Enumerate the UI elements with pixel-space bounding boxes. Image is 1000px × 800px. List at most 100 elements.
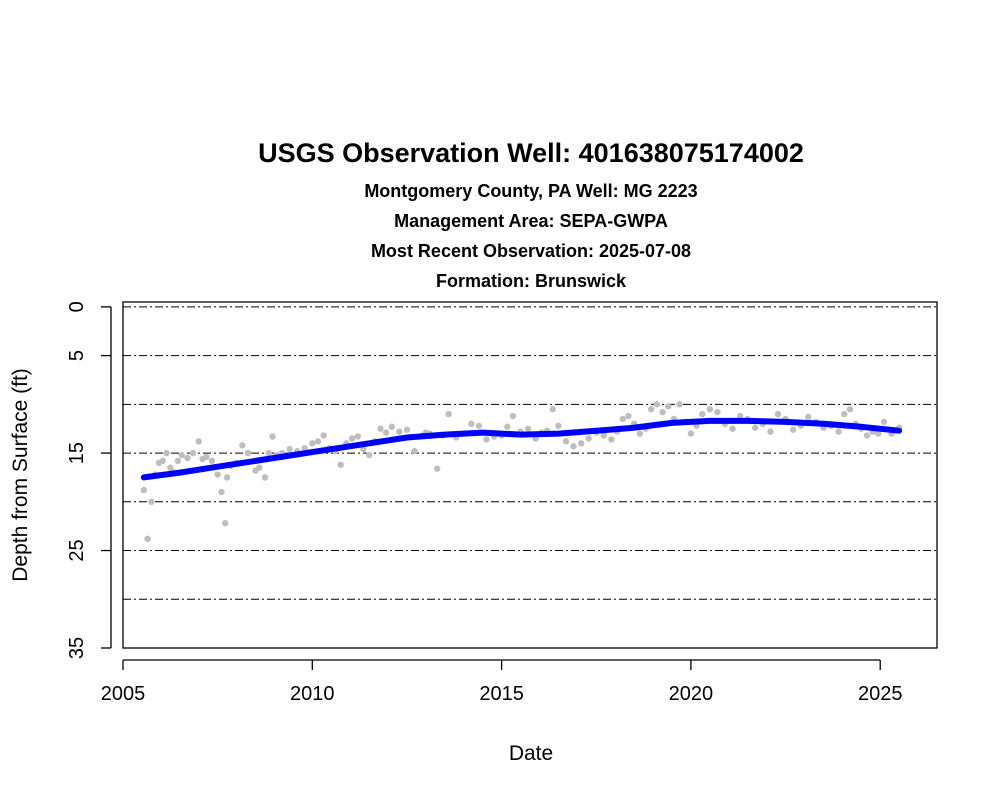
observation-point [636, 430, 643, 437]
observation-point [585, 435, 592, 442]
y-tick-label-35: 35 [66, 637, 88, 659]
observation-point [706, 406, 714, 413]
chart-subtitle-2: Management Area: SEPA-GWPA [394, 211, 668, 231]
observation-point [699, 410, 706, 418]
observation-point [659, 408, 666, 416]
observation-point [434, 465, 441, 472]
observation-point [382, 429, 390, 436]
observation-point [269, 433, 276, 440]
observation-point [256, 464, 263, 471]
observation-point [365, 451, 373, 459]
observation-point [214, 471, 221, 478]
observation-point [608, 436, 615, 443]
plot-frame [122, 301, 938, 649]
observation-point [314, 438, 322, 445]
observation-point [714, 408, 721, 416]
observation-point [555, 422, 562, 429]
observation-point [218, 488, 225, 496]
chart-subtitle-3: Most Recent Observation: 2025-07-08 [371, 241, 691, 261]
observation-point [244, 449, 252, 457]
observation-point [789, 426, 797, 433]
observation-point [835, 428, 842, 435]
observation-point [163, 449, 170, 457]
y-tick-label-25: 25 [66, 539, 88, 561]
observation-point [475, 422, 483, 429]
x-tick-label-2010: 2010 [290, 683, 335, 705]
observation-point [388, 423, 396, 430]
observation-point [880, 418, 888, 426]
observation-point [320, 432, 327, 439]
observation-point [676, 401, 683, 408]
observation-point [140, 486, 148, 494]
observation-point [222, 520, 229, 527]
trend-layer [140, 417, 903, 481]
observation-point [239, 442, 246, 449]
observation-point [774, 410, 782, 418]
observation-point [286, 445, 293, 453]
x-tick-label-2025: 2025 [858, 683, 903, 705]
observation-point [729, 425, 736, 432]
grid-layer [123, 306, 937, 600]
x-axis: 2005 2010 2015 2020 2025 [101, 659, 903, 705]
observation-point [396, 428, 403, 435]
observation-point [411, 447, 418, 455]
x-tick-label-2005: 2005 [101, 683, 146, 705]
observation-point [178, 451, 185, 459]
trend-line [140, 417, 903, 481]
observation-point [360, 445, 367, 453]
y-tick-label-5: 5 [66, 350, 88, 361]
observation-point [159, 457, 166, 465]
observation-point [524, 425, 532, 432]
observation-point [403, 426, 411, 433]
observation-point [377, 425, 384, 432]
observation-point [174, 457, 182, 465]
observation-point [549, 406, 556, 413]
observation-point [208, 457, 216, 465]
y-tick-label-15: 15 [66, 442, 88, 464]
observation-point [736, 412, 744, 420]
observation-point [504, 423, 511, 430]
x-tick-label-2020: 2020 [669, 683, 714, 705]
chart-subtitle-1: Montgomery County, PA Well: MG 2223 [364, 181, 697, 201]
observation-point [805, 413, 812, 421]
observation-point [144, 535, 151, 543]
observation-point [600, 432, 608, 439]
observation-point [752, 424, 759, 431]
observation-point [195, 438, 202, 445]
observation-point [570, 443, 577, 450]
observation-point [619, 415, 626, 423]
observation-point [301, 444, 308, 452]
observation-point [203, 453, 210, 461]
observation-point [184, 454, 191, 462]
observation-point [767, 428, 774, 435]
observation-point [562, 438, 570, 445]
observation-point [309, 440, 316, 447]
observation-point [167, 464, 174, 471]
observation-point [875, 430, 882, 437]
observation-point [354, 433, 361, 440]
observation-point [223, 474, 231, 481]
x-tick-label-2015: 2015 [479, 683, 524, 705]
chart-title: USGS Observation Well: 401638075174002 [258, 138, 804, 168]
observation-point [189, 449, 197, 457]
x-axis-label: Date [509, 742, 553, 765]
y-tick-label-0: 0 [66, 301, 88, 312]
observation-point [687, 430, 695, 437]
observation-point [337, 461, 344, 468]
observation-point [863, 432, 871, 439]
y-axis-label: Depth from Surface (ft) [9, 368, 32, 582]
observation-point [148, 498, 155, 506]
observation-point [483, 436, 490, 443]
observation-point [664, 403, 672, 410]
observation-point [846, 406, 854, 413]
observation-point [577, 440, 585, 447]
observation-point [647, 406, 655, 413]
observation-point [653, 401, 661, 408]
observation-point [468, 420, 475, 428]
y-axis: 0 5 15 25 35 [66, 301, 112, 659]
observation-point [348, 435, 356, 442]
observation-point [509, 412, 517, 420]
observation-point [841, 410, 848, 418]
